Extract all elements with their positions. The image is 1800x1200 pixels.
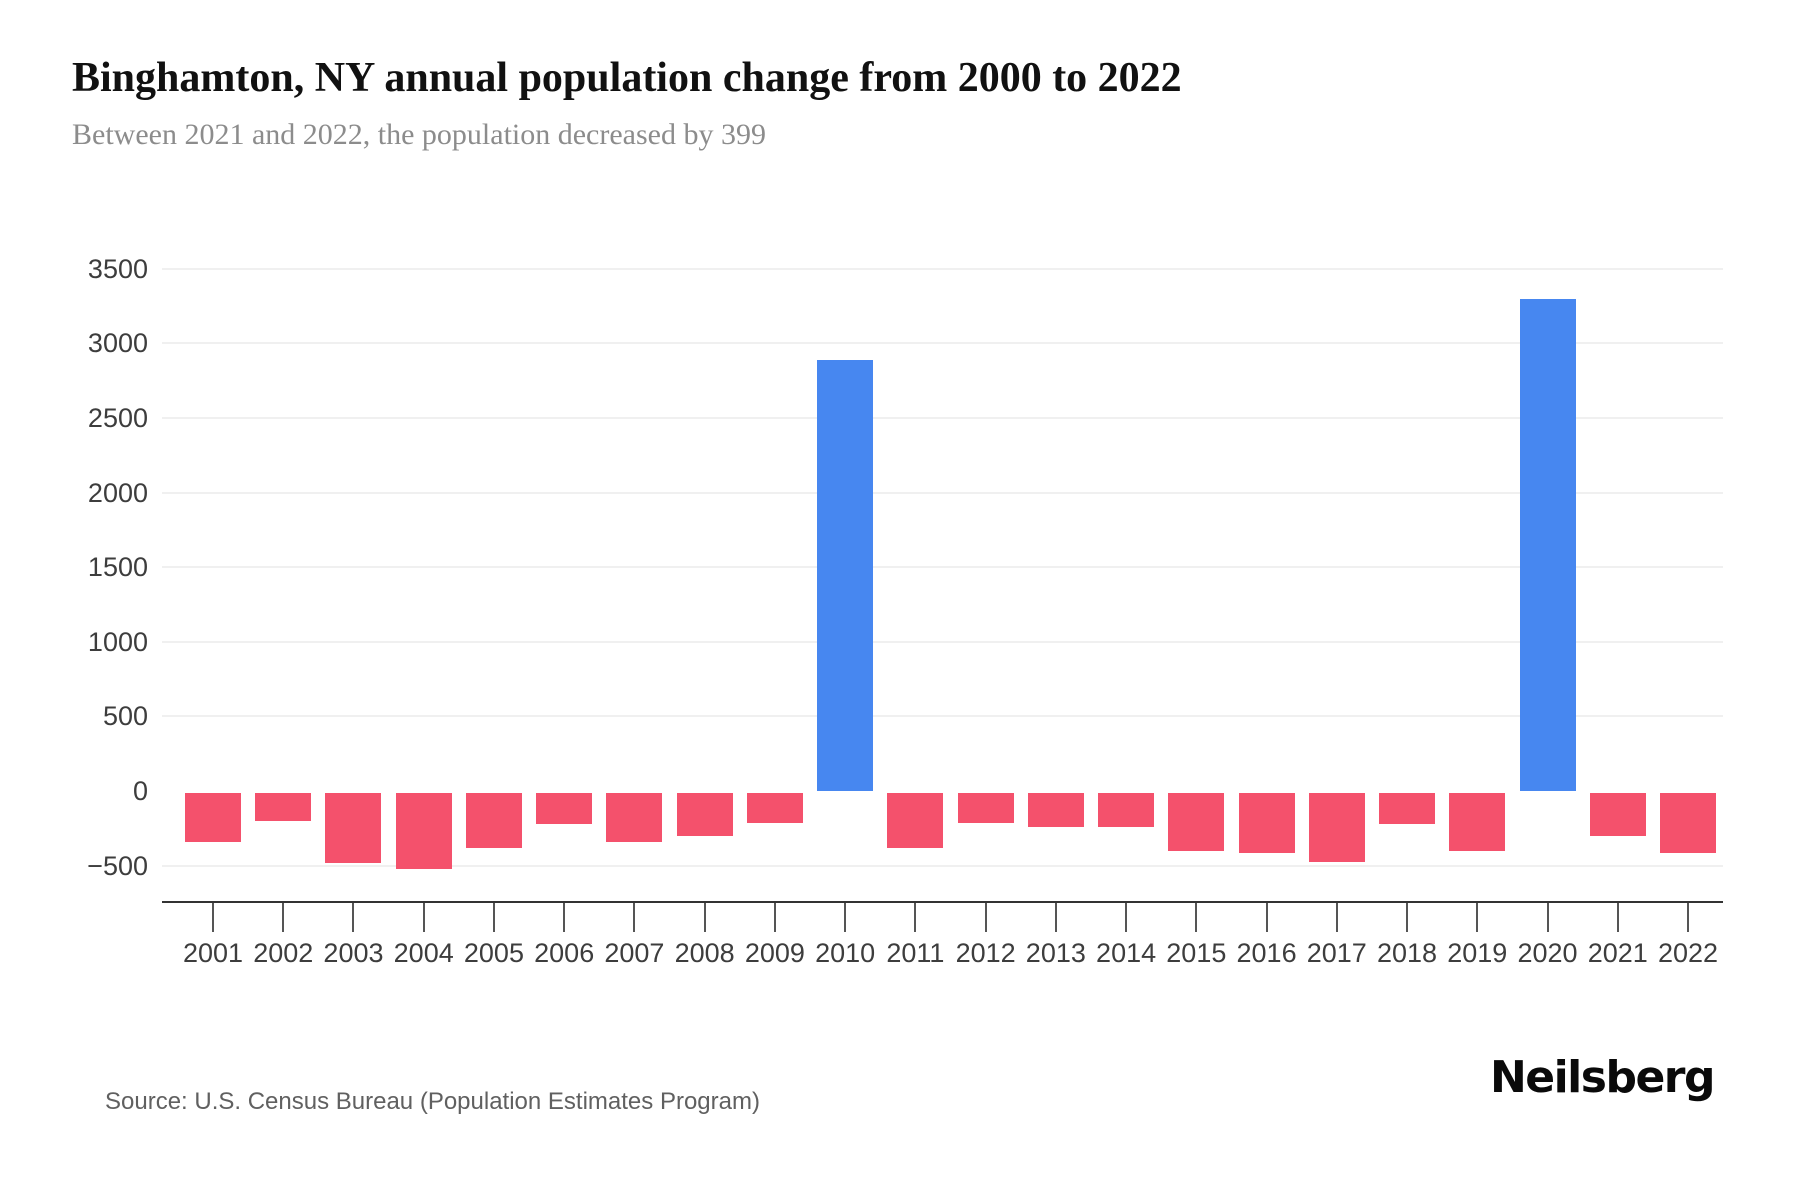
x-axis-label-2011: 2011 [886, 938, 945, 968]
x-axis-tick [422, 903, 425, 932]
x-axis-label-2005: 2005 [463, 938, 524, 968]
x-axis-label-2001: 2001 [182, 938, 244, 968]
bar-2003 [325, 793, 382, 864]
x-axis-tick [914, 903, 917, 932]
bar-2011 [887, 793, 944, 849]
x-axis-label-2004: 2004 [393, 938, 454, 968]
x-axis-tick [492, 903, 495, 932]
bar-2012 [957, 793, 1014, 823]
x-axis-tick [563, 903, 566, 932]
bar-2005 [465, 793, 522, 849]
y-axis-tick-label: 0 [132, 776, 148, 806]
bar-2014 [1098, 793, 1155, 828]
x-axis-tick [984, 903, 987, 932]
x-axis-tick [844, 903, 847, 932]
x-axis-label-2017: 2017 [1306, 938, 1367, 968]
chart-title: Binghamton, NY annual population change … [72, 55, 1182, 101]
x-axis-label-2019: 2019 [1447, 938, 1508, 968]
x-axis-tick [1686, 903, 1689, 932]
x-axis-tick [212, 903, 214, 932]
bar-2022 [1659, 793, 1716, 853]
x-axis-label-2007: 2007 [604, 938, 665, 968]
x-axis-label-2003: 2003 [323, 938, 384, 968]
bar-2019 [1449, 793, 1506, 852]
chart-subtitle: Between 2021 and 2022, the population de… [72, 118, 766, 151]
x-axis-label-2013: 2013 [1025, 938, 1086, 968]
x-axis-label-2010: 2010 [815, 938, 876, 968]
bar-2021 [1589, 793, 1646, 837]
x-axis-label-2020: 2020 [1517, 938, 1578, 968]
gridline-500 [162, 715, 1723, 718]
bar-2008 [676, 793, 733, 837]
bar-2018 [1379, 793, 1436, 825]
x-axis-label-2014: 2014 [1096, 938, 1157, 968]
bar-2010 [817, 359, 874, 791]
y-axis-tick-label: −500 [87, 850, 148, 881]
x-axis-tick [352, 903, 355, 932]
y-axis-tick-label: 1500 [87, 552, 148, 583]
x-axis-label-2006: 2006 [534, 938, 595, 968]
source-attribution: Source: U.S. Census Bureau (Population E… [105, 1088, 760, 1115]
gridline--500 [162, 864, 1723, 867]
y-axis-tick-label: 1000 [87, 626, 148, 657]
x-axis-tick [1616, 903, 1619, 932]
gridline-3500 [162, 267, 1723, 270]
y-axis-tick-label: 3000 [87, 328, 148, 359]
y-axis-tick-label: 2000 [87, 477, 148, 508]
bar-2002 [255, 793, 312, 822]
gridline-2500 [162, 417, 1723, 419]
x-axis-tick [703, 903, 706, 932]
x-axis-tick [1054, 903, 1057, 932]
x-axis-label-2002: 2002 [253, 938, 314, 968]
y-axis-tick-label: 500 [102, 701, 148, 732]
x-axis-label-2008: 2008 [674, 938, 735, 968]
gridline-1500 [162, 566, 1723, 569]
x-axis-tick [1265, 903, 1268, 932]
x-axis-tick [1335, 903, 1338, 932]
bar-2013 [1027, 793, 1084, 828]
bar-2020 [1519, 298, 1576, 791]
bar-2004 [395, 793, 452, 870]
x-axis-label-2018: 2018 [1376, 938, 1438, 968]
x-axis-tick [1195, 903, 1198, 932]
x-axis-tick [1476, 903, 1479, 932]
x-axis-tick [1546, 903, 1549, 932]
gridline-2000 [162, 491, 1723, 494]
x-axis-label-2009: 2009 [744, 938, 805, 968]
bar-2016 [1238, 793, 1295, 853]
x-axis-label-2022: 2022 [1657, 938, 1719, 968]
neilsberg-logo: Neilsberg [1489, 1052, 1716, 1103]
x-axis-label-2021: 2021 [1587, 938, 1648, 968]
x-axis-label-2015: 2015 [1166, 938, 1227, 968]
bar-2015 [1168, 793, 1225, 852]
gridline-1000 [162, 640, 1723, 643]
x-axis-tick [633, 903, 636, 932]
bar-2006 [536, 793, 593, 825]
bar-2009 [746, 793, 803, 823]
bar-2001 [185, 793, 241, 843]
x-axis-tick [1125, 903, 1128, 932]
bar-2017 [1308, 793, 1365, 862]
x-axis-tick [1406, 903, 1409, 932]
x-axis-tick [282, 903, 285, 932]
x-axis-label-2012: 2012 [955, 938, 1016, 968]
x-axis-tick [773, 903, 776, 932]
y-axis-tick-label: 2500 [87, 403, 148, 433]
gridline-3000 [162, 342, 1723, 345]
bar-2007 [606, 793, 663, 843]
y-axis-tick-label: 3500 [87, 253, 148, 284]
x-axis-label-2016: 2016 [1236, 938, 1297, 968]
x-axis-line [162, 901, 1723, 903]
